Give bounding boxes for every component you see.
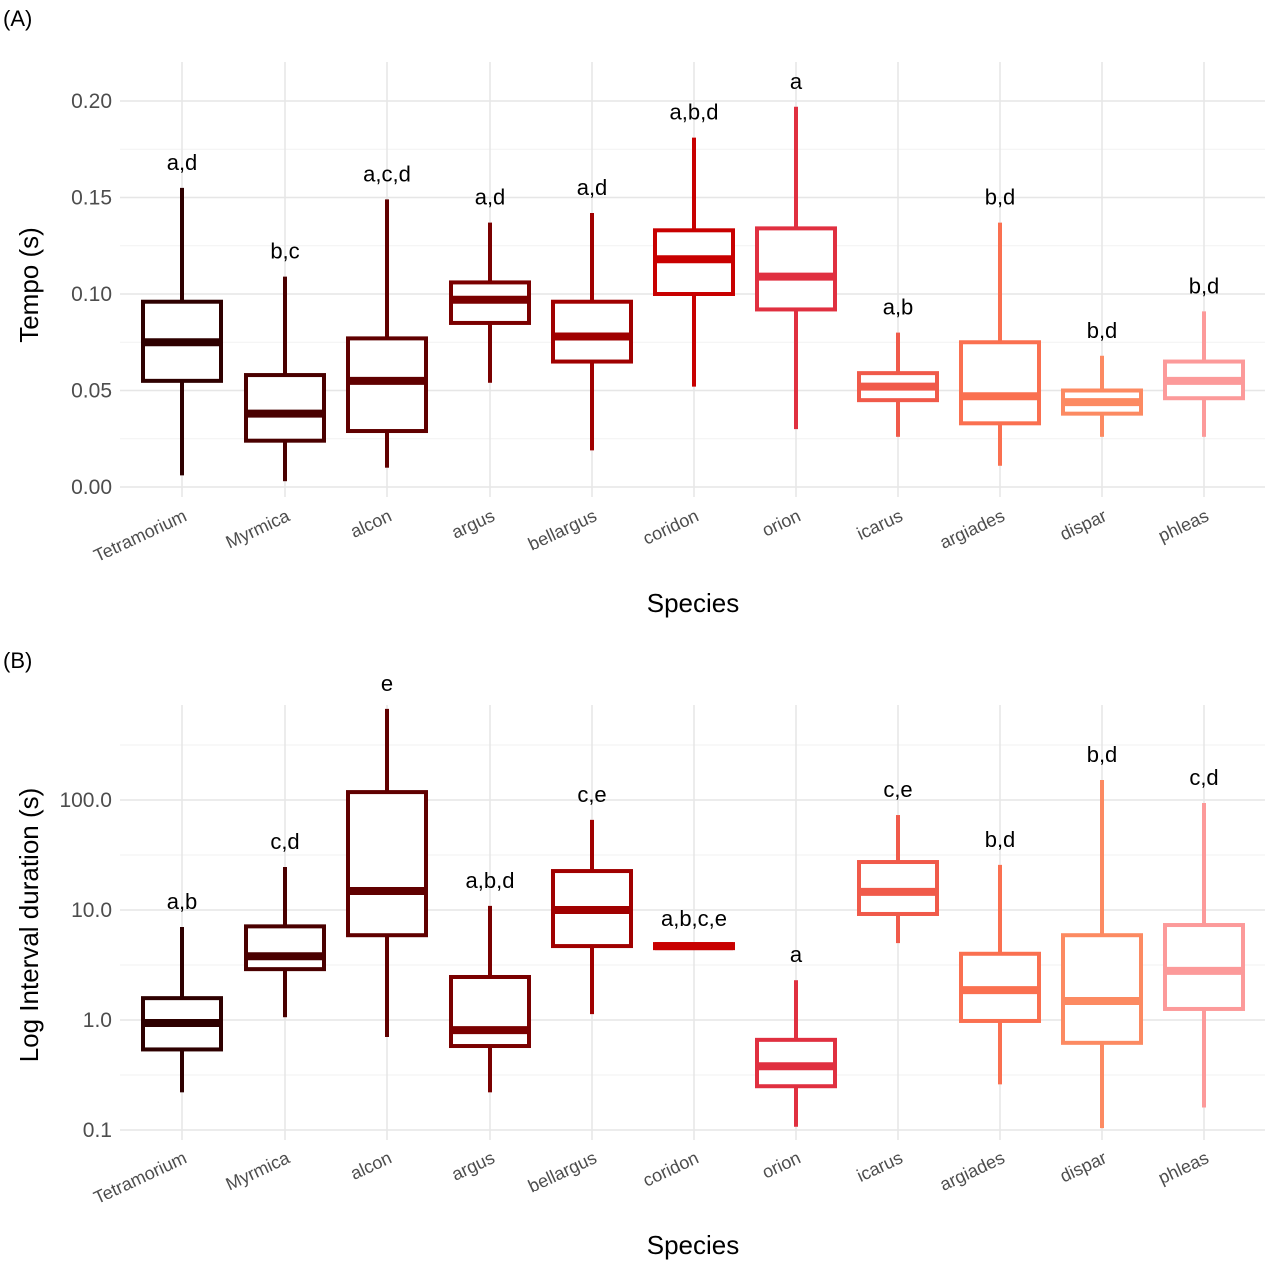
x-tick-label: Tetramorium (91, 1147, 190, 1207)
y-tick-label: 0.15 (71, 187, 112, 210)
significance-letters: a,c,d (363, 161, 411, 186)
box-Myrmica: b,c (244, 239, 326, 482)
box-Myrmica: c,d (244, 829, 326, 1018)
panel-label: (A) (3, 6, 32, 31)
significance-letters: b,d (985, 185, 1016, 210)
box-Tetramorium: a,b (141, 889, 223, 1093)
x-tick-label: icarus (854, 1147, 906, 1185)
significance-letters: c,d (270, 829, 299, 854)
y-axis-title: Tempo (s) (14, 227, 44, 343)
significance-letters: a,d (167, 150, 198, 175)
box-iqr (244, 373, 326, 443)
significance-letters: b,d (1189, 273, 1220, 298)
significance-letters: c,d (1189, 765, 1218, 790)
box-dispar: b,d (1061, 742, 1143, 1129)
box-phleas: b,d (1163, 273, 1245, 437)
box-orion: a (755, 942, 837, 1127)
x-axis-title: Species (647, 588, 740, 618)
box-argiades: b,d (959, 185, 1041, 466)
y-tick-label: 1.0 (83, 1009, 112, 1032)
box-iqr (959, 340, 1041, 426)
significance-letters: a (790, 69, 803, 94)
box-iqr (1061, 933, 1143, 1045)
significance-letters: a,d (475, 185, 506, 210)
y-tick-label: 0.1 (83, 1119, 112, 1142)
box-alcon: e (346, 671, 428, 1038)
significance-letters: a,b,d (670, 100, 719, 125)
significance-letters: b,d (1087, 742, 1118, 767)
x-tick-label: orion (759, 1147, 804, 1182)
significance-letters: a,b (167, 889, 198, 914)
x-tick-label: coridon (640, 1147, 702, 1190)
x-tick-label: alcon (347, 505, 394, 541)
x-tick-label: dispar (1057, 1147, 1110, 1186)
box-coridon: a,b,c,e (653, 906, 735, 951)
y-axis-title: Log Interval duration (s) (14, 788, 44, 1063)
x-tick-label: Myrmica (223, 505, 294, 552)
significance-letters: c,e (883, 777, 912, 802)
x-tick-label: argiades (937, 505, 1008, 552)
x-tick-label: bellargus (525, 505, 600, 554)
y-tick-label: 0.20 (71, 90, 112, 113)
significance-letters: b,d (985, 827, 1016, 852)
box-iqr (244, 924, 326, 972)
x-tick-label: argiades (937, 1147, 1008, 1194)
box-phleas: c,d (1163, 765, 1245, 1108)
box-bellargus: c,e (551, 782, 633, 1015)
x-tick-label: orion (759, 505, 804, 540)
x-tick-label: icarus (854, 505, 906, 543)
x-tick-label: coridon (640, 505, 702, 548)
significance-letters: c,e (577, 782, 606, 807)
box-iqr (551, 299, 633, 364)
x-tick-label: Tetramorium (91, 505, 190, 565)
y-tick-label: 0.00 (71, 476, 112, 499)
box-iqr (346, 790, 428, 938)
x-tick-label: phleas (1155, 1147, 1212, 1188)
x-tick-label: phleas (1155, 505, 1212, 546)
box-coridon: a,b,d (653, 100, 735, 387)
x-axis-title: Species (647, 1230, 740, 1260)
significance-letters: a,d (577, 175, 608, 200)
box-bellargus: a,d (551, 175, 633, 451)
box-Tetramorium: a,d (141, 150, 223, 476)
significance-letters: a,b (883, 295, 914, 320)
box-icarus: a,b (857, 295, 939, 437)
y-tick-label: 0.10 (71, 283, 112, 306)
box-argus: a,d (449, 185, 531, 383)
box-alcon: a,c,d (346, 161, 428, 468)
significance-letters: b,d (1087, 318, 1118, 343)
x-tick-label: alcon (347, 1147, 394, 1183)
panel-a: (A) 0.00 0.05 0.10 0.15 0.20 Tetramorium Myrmic… (3, 6, 1265, 618)
x-tick-label: argus (448, 505, 497, 542)
box-argus: a,b,d (449, 868, 531, 1093)
box-icarus: c,e (857, 777, 939, 944)
panel-b: (B) 0.1 1.0 10.0 100.0 Tetramorium Myrmica alco… (3, 648, 1265, 1260)
y-tick-label: 10.0 (71, 899, 112, 922)
box-argiades: b,d (959, 827, 1041, 1085)
x-tick-label: argus (448, 1147, 497, 1184)
x-tick-label: bellargus (525, 1147, 600, 1196)
x-tick-label: Myrmica (223, 1147, 294, 1194)
y-tick-label: 0.05 (71, 380, 112, 403)
significance-letters: a,b,d (466, 868, 515, 893)
box-dispar: b,d (1061, 318, 1143, 437)
significance-letters: a (790, 942, 803, 967)
panel-label: (B) (3, 648, 32, 673)
significance-letters: b,c (270, 239, 299, 264)
x-tick-label: dispar (1057, 505, 1110, 544)
significance-letters: e (381, 671, 393, 696)
box-iqr (449, 974, 531, 1049)
box-iqr (755, 226, 837, 312)
y-tick-label: 100.0 (59, 789, 112, 812)
box-orion: a (755, 69, 837, 430)
significance-letters: a,b,c,e (661, 906, 727, 931)
